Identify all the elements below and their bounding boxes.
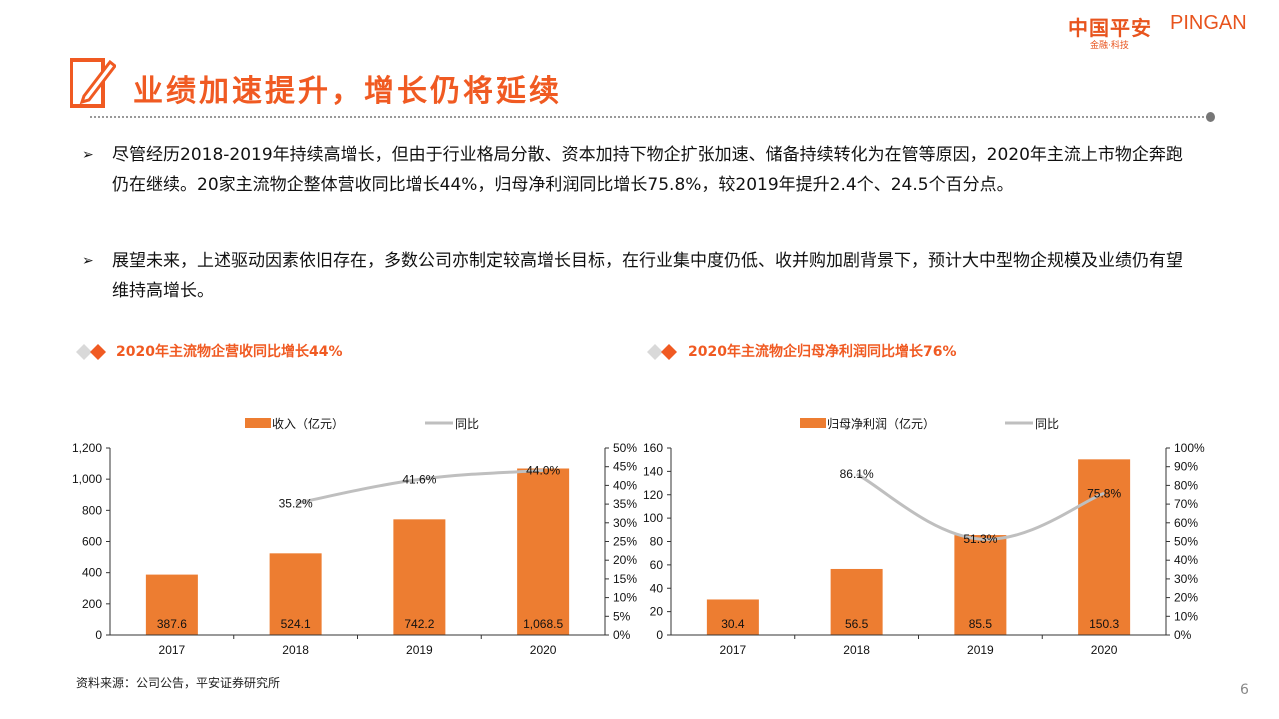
- y-left-tick-label: 0: [656, 628, 663, 642]
- arrow-right-icon: ➢: [82, 253, 94, 269]
- arrow-right-icon: ➢: [82, 147, 94, 163]
- y-right-tick-label: 70%: [1174, 497, 1198, 511]
- legend-line-label: 同比: [1035, 417, 1059, 431]
- y-right-tick-label: 50%: [1174, 535, 1198, 549]
- chart-1-title: 2020年主流物企营收同比增长44%: [116, 344, 343, 360]
- line-label: 44.0%: [526, 463, 560, 477]
- y-right-tick-label: 0%: [1174, 628, 1192, 642]
- divider-dot: [1206, 112, 1215, 122]
- y-right-tick-label: 35%: [613, 497, 637, 511]
- y-left-tick-label: 200: [82, 597, 102, 611]
- bar-label: 387.6: [157, 617, 187, 631]
- y-left-tick-label: 160: [643, 441, 663, 455]
- bullet-2: ➢ 展望未来，上述驱动因素依旧存在，多数公司亦制定较高增长目标，在行业集中度仍低…: [82, 246, 1192, 306]
- y-right-tick-label: 60%: [1174, 516, 1198, 530]
- line-label: 41.6%: [402, 472, 436, 486]
- x-tick-label: 2018: [843, 643, 870, 657]
- line-label: 86.1%: [840, 467, 874, 481]
- x-tick-label: 2017: [720, 643, 747, 657]
- y-left-tick-label: 600: [82, 535, 102, 549]
- logo-cn: 中国平安: [1068, 16, 1152, 40]
- logo-en: PINGAN: [1170, 12, 1247, 34]
- chart-2-title: 2020年主流物企归母净利润同比增长76%: [688, 344, 957, 360]
- y-left-tick-label: 40: [650, 581, 664, 595]
- diamond-icon: [76, 344, 106, 360]
- y-right-tick-label: 10%: [1174, 609, 1198, 623]
- y-left-tick-label: 800: [82, 503, 102, 517]
- bar-label: 524.1: [281, 617, 311, 631]
- y-right-tick-label: 80%: [1174, 478, 1198, 492]
- bar: [954, 535, 1007, 635]
- y-left-tick-label: 120: [643, 488, 663, 502]
- bar: [517, 468, 570, 635]
- y-right-tick-label: 5%: [613, 609, 631, 623]
- bullet-1: ➢ 尽管经历2018-2019年持续高增长，但由于行业格局分散、资本加持下物企扩…: [82, 140, 1192, 200]
- x-tick-label: 2020: [530, 643, 557, 657]
- legend-line-label: 同比: [455, 417, 479, 431]
- line-label: 75.8%: [1087, 486, 1121, 500]
- x-tick-label: 2019: [967, 643, 994, 657]
- bar: [393, 519, 446, 635]
- line-series: [295, 468, 544, 505]
- y-right-tick-label: 30%: [1174, 572, 1198, 586]
- x-tick-label: 2018: [282, 643, 309, 657]
- bar: [145, 574, 198, 635]
- y-left-tick-label: 1,200: [72, 441, 102, 455]
- page-number: 6: [1240, 682, 1249, 698]
- bar: [830, 568, 883, 635]
- source-note: 资料来源：公司公告，平安证券研究所: [76, 676, 281, 690]
- bar: [706, 599, 759, 635]
- y-left-tick-label: 80: [650, 535, 664, 549]
- diamond-icon: [647, 344, 677, 360]
- logo-tagline: 金融·科技: [1090, 41, 1129, 51]
- x-tick-label: 2017: [159, 643, 186, 657]
- bar-label: 150.3: [1089, 617, 1119, 631]
- y-left-tick-label: 140: [643, 464, 663, 478]
- y-left-tick-label: 0: [95, 628, 102, 642]
- y-right-tick-label: 50%: [613, 441, 637, 455]
- line-series: [855, 472, 1105, 541]
- bar: [269, 553, 322, 635]
- y-right-tick-label: 0%: [613, 628, 631, 642]
- line-label: 35.2%: [279, 496, 313, 510]
- y-right-tick-label: 45%: [613, 460, 637, 474]
- bar-label: 85.5: [969, 617, 993, 631]
- x-tick-label: 2020: [1091, 643, 1118, 657]
- pencil-note-icon: [70, 58, 116, 108]
- bar-label: 30.4: [721, 617, 745, 631]
- y-left-tick-label: 60: [650, 558, 664, 572]
- x-tick-label: 2019: [406, 643, 433, 657]
- y-right-tick-label: 20%: [1174, 591, 1198, 605]
- y-right-tick-label: 25%: [613, 535, 637, 549]
- line-label: 51.3%: [963, 532, 997, 546]
- y-left-tick-label: 400: [82, 566, 102, 580]
- y-left-tick-label: 1,000: [72, 472, 102, 486]
- y-left-tick-label: 100: [643, 511, 663, 525]
- page-title: 业绩加速提升，增长仍将延续: [133, 74, 562, 109]
- y-right-tick-label: 15%: [613, 572, 637, 586]
- y-right-tick-label: 100%: [1174, 441, 1205, 455]
- bar-label: 1,068.5: [523, 617, 563, 631]
- divider: [90, 116, 1208, 118]
- bar: [1078, 459, 1131, 635]
- y-right-tick-label: 40%: [1174, 553, 1198, 567]
- y-left-tick-label: 20: [650, 605, 664, 619]
- bar-label: 56.5: [845, 617, 869, 631]
- legend-bar-swatch: [800, 418, 826, 428]
- y-right-tick-label: 90%: [1174, 460, 1198, 474]
- bar-label: 742.2: [404, 617, 434, 631]
- legend-bar-label: 收入（亿元）: [272, 416, 344, 431]
- legend-bar-label: 归母净利润（亿元）: [827, 416, 935, 431]
- y-right-tick-label: 10%: [613, 591, 637, 605]
- y-right-tick-label: 40%: [613, 478, 637, 492]
- y-right-tick-label: 20%: [613, 553, 637, 567]
- y-right-tick-label: 30%: [613, 516, 637, 530]
- legend-bar-swatch: [245, 418, 271, 428]
